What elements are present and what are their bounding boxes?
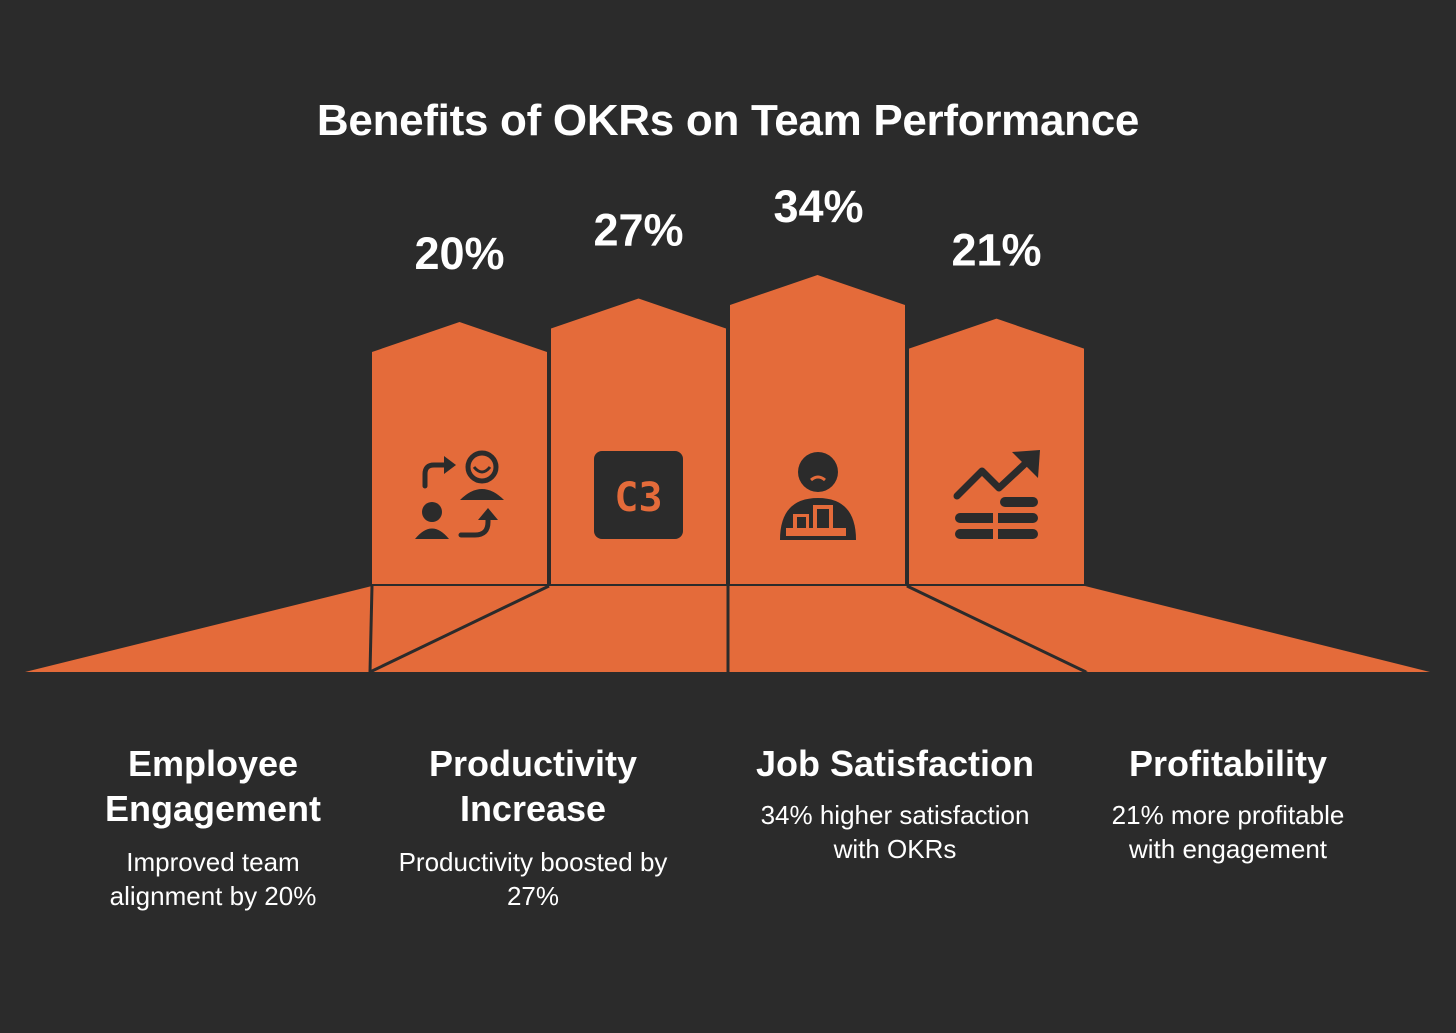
floor-divider [906,584,1087,674]
column-label-job-satisfaction: Job Satisfaction 34% higher satisfaction… [722,741,1068,866]
value-label: 34% [773,181,863,232]
icon-group: C3 [415,450,1040,540]
column-heading: Productivity Increase [428,743,638,829]
person-desk-icon [780,452,856,540]
column-description: 34% higher satisfaction with OKRs [760,800,1030,864]
floor-segment-3 [729,586,1085,672]
growth-coins-icon [953,450,1040,539]
page-title: Benefits of OKRs on Team Performance [316,96,1140,145]
column-heading: Job Satisfaction [755,743,1035,784]
floor-divider [369,584,550,674]
column-label-employee-engagement: Employee Engagement Improved team alignm… [63,741,363,913]
column-heading: Profitability [1128,743,1328,784]
bar-2 [551,298,726,584]
floor-base [25,584,1430,674]
floor-divider [368,585,374,673]
column-description: Productivity boosted by 27% [398,847,668,911]
column-label-productivity-increase: Productivity Increase Productivity boost… [383,741,683,913]
floor-segment-1 [25,586,547,672]
column-heading: Employee Engagement [104,743,322,829]
value-label: 20% [414,228,504,279]
value-label: 21% [951,225,1041,276]
value-label: 27% [593,205,683,256]
people-exchange-icon [415,450,504,539]
bar-3 [730,275,905,584]
svg-text:C3: C3 [614,475,662,521]
column-description: Improved team alignment by 20% [109,847,317,911]
bar-4 [909,318,1084,584]
column-label-profitability: Profitability 21% more profitable with e… [1078,741,1378,866]
value-label-group: 20% 27% 34% 21% [414,181,1041,279]
column-description: 21% more profitable with engagement [1111,800,1345,864]
floor-segment-2 [370,586,727,672]
c3-box-icon: C3 [594,451,683,539]
floor-segment-4 [909,586,1430,672]
bar-1 [372,322,547,584]
